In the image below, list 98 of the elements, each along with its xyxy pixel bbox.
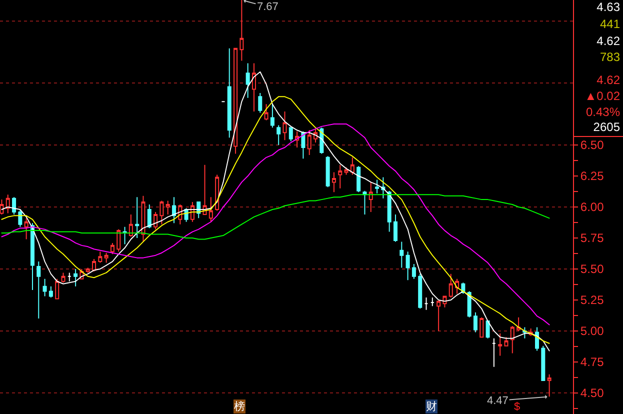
y-tick-label: 6.00 bbox=[580, 200, 604, 214]
candlestick bbox=[122, 226, 127, 245]
candlestick bbox=[98, 251, 102, 264]
candlestick bbox=[375, 179, 380, 194]
y-tick-label: 5.25 bbox=[580, 293, 604, 308]
candlestick bbox=[104, 252, 108, 264]
candlestick bbox=[24, 218, 28, 240]
candlestick bbox=[208, 196, 213, 222]
candlestick bbox=[522, 326, 527, 339]
candlestick bbox=[455, 278, 460, 294]
candlestick bbox=[135, 196, 140, 238]
annotation: 4.47 bbox=[487, 395, 508, 407]
annotation: 财 bbox=[426, 400, 437, 413]
y-tick-label: 6.25 bbox=[580, 169, 604, 184]
candlestick bbox=[418, 273, 422, 310]
candlestick bbox=[252, 62, 256, 112]
candlestick bbox=[264, 104, 268, 121]
candlestick bbox=[504, 336, 508, 346]
text: 0.43% bbox=[586, 105, 620, 119]
candlestick bbox=[424, 296, 428, 310]
text: 441 bbox=[600, 17, 620, 31]
candlestick bbox=[400, 241, 404, 268]
candlestick bbox=[270, 104, 274, 128]
candlestick bbox=[166, 200, 170, 215]
y-tick-label: 6.50 bbox=[580, 138, 604, 152]
candlestick bbox=[326, 156, 330, 188]
candlestick bbox=[48, 286, 53, 298]
candlestick bbox=[110, 242, 114, 255]
text: 2605 bbox=[593, 120, 620, 134]
y-tick-label: 4.50 bbox=[580, 386, 604, 400]
candlestick bbox=[234, 48, 238, 154]
candlestick bbox=[202, 164, 207, 215]
candlestick bbox=[246, 62, 250, 98]
text: 783 bbox=[600, 50, 620, 64]
y-tick-label: 5.50 bbox=[580, 262, 604, 276]
candlestick bbox=[393, 214, 398, 242]
candlestick bbox=[147, 204, 152, 229]
annotation: $ bbox=[514, 401, 520, 413]
annotation: 7.67 bbox=[257, 1, 278, 13]
y-tick-label: 5.75 bbox=[580, 231, 604, 246]
candlestick bbox=[172, 196, 176, 224]
candlestick bbox=[486, 320, 490, 339]
candlestick bbox=[276, 124, 281, 146]
candlestick bbox=[492, 338, 496, 368]
y-tick-label: 4.75 bbox=[580, 355, 604, 370]
candlestick bbox=[258, 92, 262, 114]
candlestick bbox=[74, 268, 78, 287]
candlestick bbox=[141, 195, 146, 242]
candlestick bbox=[498, 332, 502, 356]
candlestick bbox=[473, 312, 478, 333]
candlestick bbox=[42, 278, 47, 297]
candlestick bbox=[541, 345, 546, 382]
text: 4.62 bbox=[596, 34, 620, 48]
candlestick bbox=[350, 156, 354, 176]
candlestick bbox=[344, 166, 348, 176]
candlestick bbox=[61, 272, 66, 284]
candlestick bbox=[387, 190, 392, 232]
candlestick bbox=[332, 172, 336, 193]
candlestick bbox=[412, 264, 416, 280]
candlestick bbox=[227, 48, 232, 138]
candlestick bbox=[86, 267, 90, 274]
candlestick bbox=[430, 296, 434, 307]
candlestick bbox=[12, 196, 16, 215]
candlestick bbox=[55, 278, 60, 300]
candlestick bbox=[116, 228, 121, 252]
candlestick bbox=[282, 111, 287, 141]
line-series bbox=[1, 123, 550, 326]
candlestick bbox=[510, 325, 514, 354]
candlestick bbox=[307, 130, 312, 156]
candlestick bbox=[356, 166, 361, 193]
candlestick bbox=[406, 251, 410, 281]
candlestick bbox=[0, 199, 4, 215]
candlestick bbox=[301, 130, 306, 160]
candlestick bbox=[288, 127, 293, 142]
y-tick-label: 5.00 bbox=[580, 324, 604, 338]
candlestick bbox=[516, 316, 521, 332]
candlestick bbox=[338, 164, 342, 189]
line-series bbox=[1, 194, 550, 240]
text: ▲0.02 bbox=[584, 89, 620, 103]
candlestick bbox=[160, 200, 164, 225]
candlestick bbox=[215, 174, 220, 212]
candlestick bbox=[92, 258, 96, 272]
candlestick bbox=[154, 211, 158, 230]
candlestick bbox=[381, 176, 386, 199]
candlestick bbox=[67, 272, 72, 282]
candlestick bbox=[368, 182, 373, 212]
candlestick bbox=[467, 290, 472, 318]
candlestick bbox=[18, 208, 22, 228]
text: 4.63 bbox=[596, 0, 620, 14]
text: 4.62 bbox=[596, 73, 620, 87]
annotation: 榜 bbox=[234, 400, 245, 413]
candlestick bbox=[36, 261, 41, 320]
candlestick bbox=[30, 222, 34, 291]
candlestick bbox=[436, 300, 441, 332]
candlestick bbox=[128, 214, 133, 238]
candlestick bbox=[362, 190, 367, 215]
candlestick bbox=[480, 316, 484, 338]
candlestick bbox=[448, 273, 453, 298]
